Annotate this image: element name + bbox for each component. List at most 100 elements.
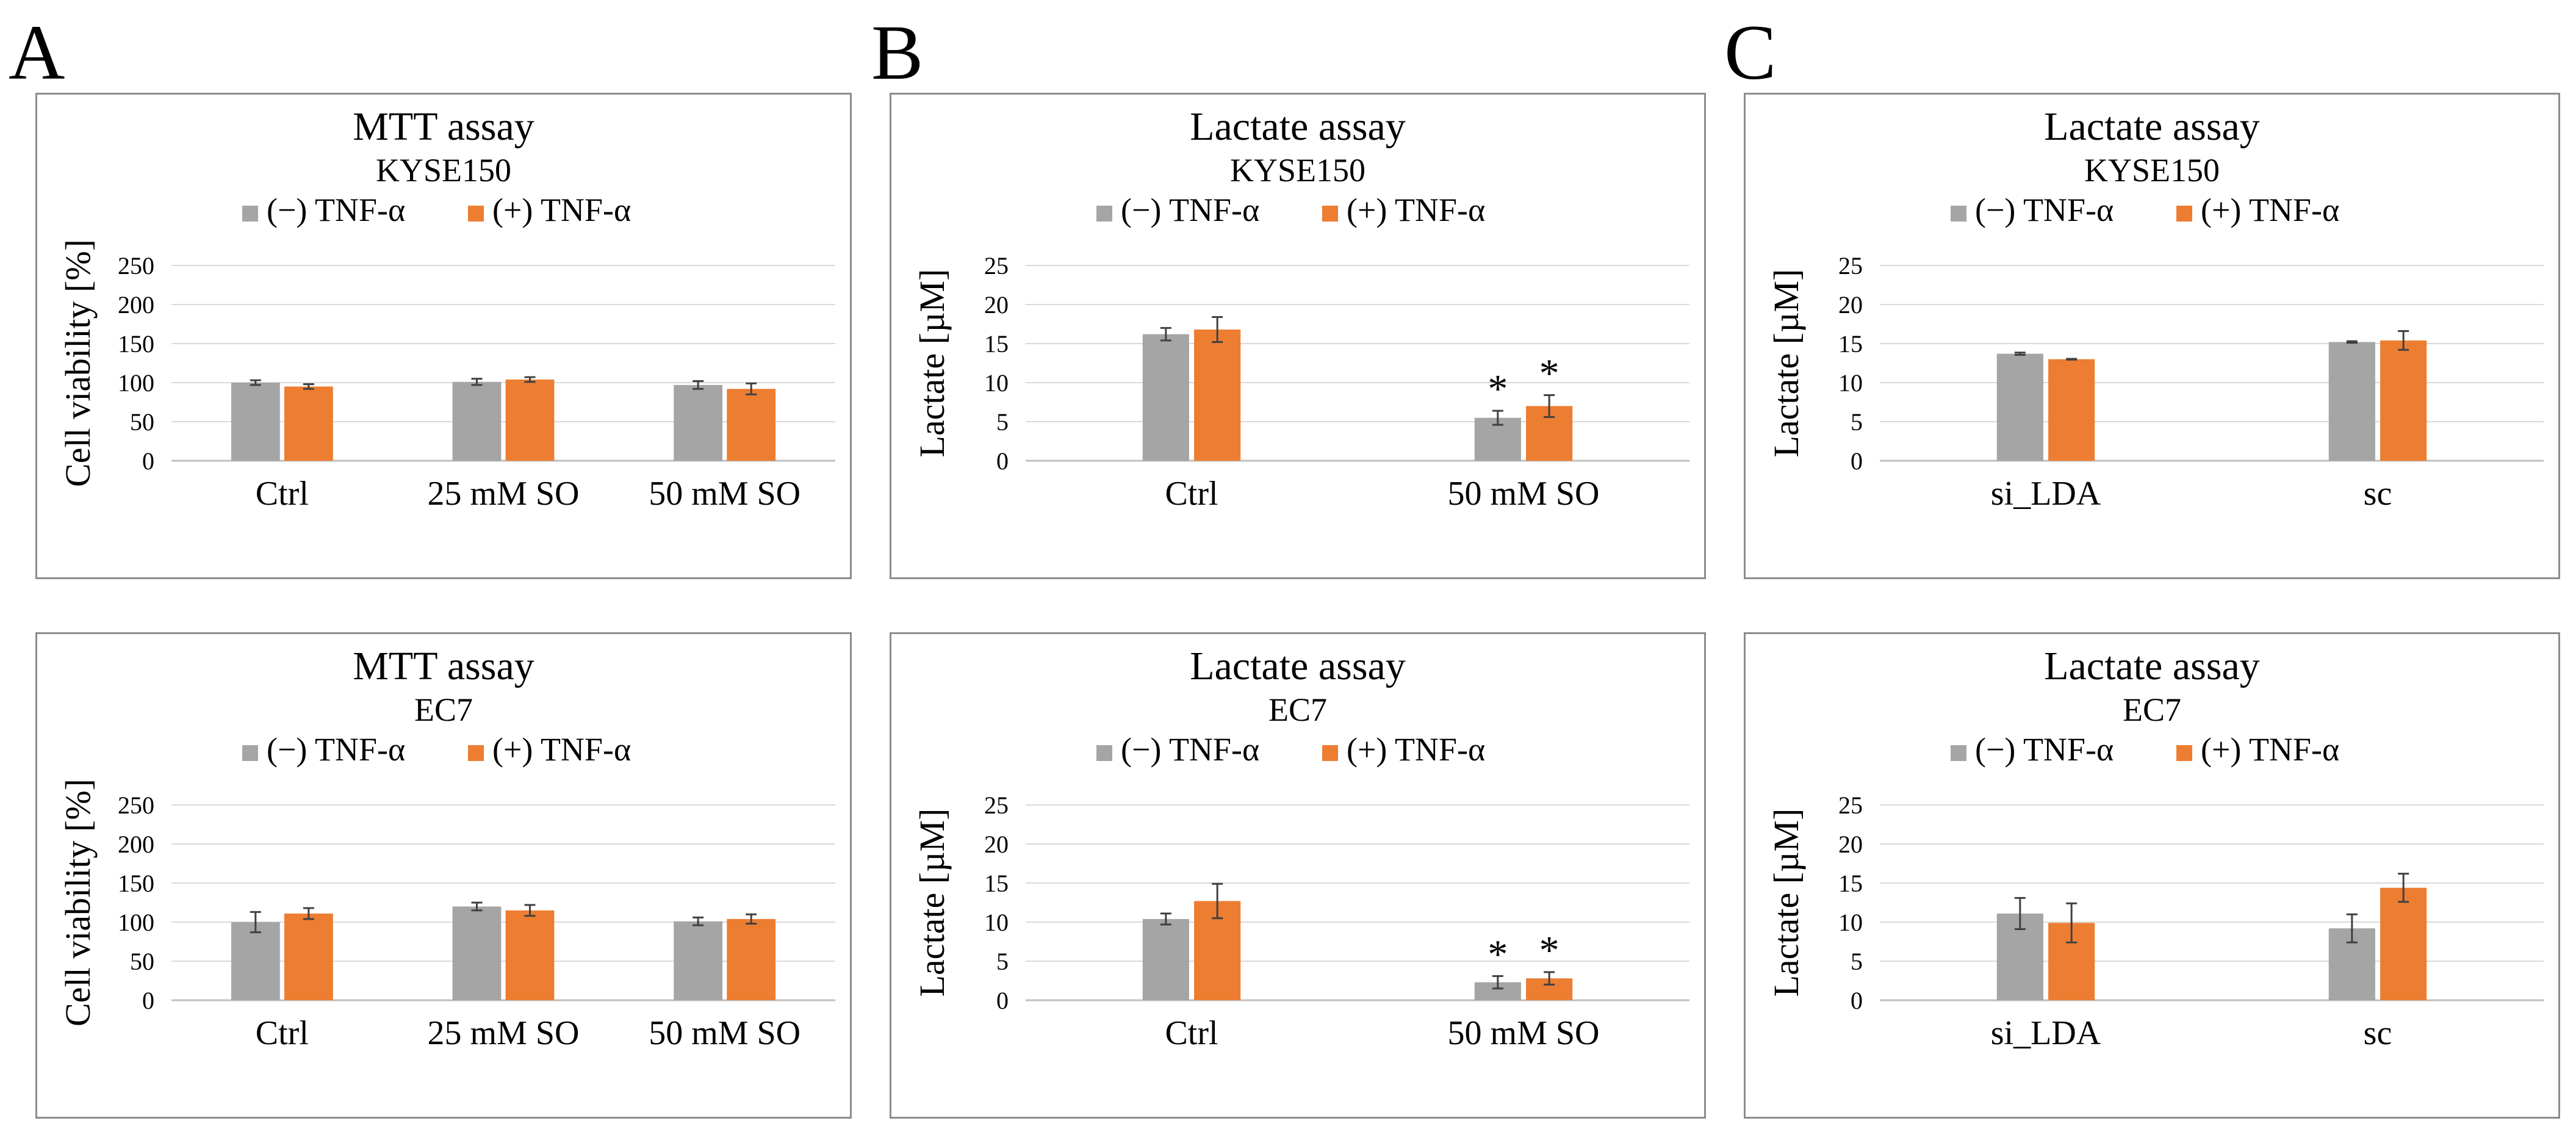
y-tick-label: 10 bbox=[1838, 369, 1863, 397]
x-tick-label: si_LDA bbox=[1991, 475, 2101, 513]
y-tick-label: 200 bbox=[118, 291, 154, 319]
y-tick-label: 250 bbox=[118, 252, 154, 280]
legend-label-0: (−) TNF-α bbox=[1975, 731, 2114, 768]
x-tick-label: Ctrl bbox=[256, 475, 309, 513]
bar-series0-1 bbox=[2328, 342, 2375, 461]
y-tick-label: 25 bbox=[1838, 252, 1863, 280]
legend-label-1: (+) TNF-α bbox=[492, 192, 631, 228]
y-tick-label: 15 bbox=[1838, 330, 1863, 358]
y-axis-label: Cell viability [%] bbox=[58, 239, 98, 487]
bar-series1-1 bbox=[505, 910, 555, 1000]
y-tick-label: 20 bbox=[984, 291, 1009, 319]
x-tick-label: Ctrl bbox=[1165, 1014, 1218, 1052]
y-axis-label: Lactate [µM] bbox=[1766, 809, 1806, 997]
y-axis-label: Lactate [µM] bbox=[912, 269, 952, 458]
chart-b-ec7: Lactate assay EC7 (−) TNF-α (+) TNF-α 0 5 10 15… bbox=[890, 632, 1706, 1119]
legend-swatch-0 bbox=[1951, 206, 1966, 222]
y-tick-label: 100 bbox=[118, 909, 154, 936]
bar-series1-0 bbox=[284, 386, 333, 461]
bar-series0-2 bbox=[674, 921, 723, 1000]
y-tick-label: 0 bbox=[996, 987, 1009, 1014]
bar-series1-0 bbox=[1194, 329, 1241, 461]
y-tick-label: 0 bbox=[996, 447, 1009, 475]
x-tick-label: sc bbox=[2364, 475, 2392, 513]
y-tick-label: 0 bbox=[1851, 987, 1863, 1014]
bar-series0-0 bbox=[231, 383, 280, 461]
chart-a-kyse150: MTT assay KYSE150 (−) TNF-α (+) TNF-α 0 50 100… bbox=[35, 93, 852, 579]
x-tick-label: 50 mM SO bbox=[1448, 1014, 1600, 1052]
y-tick-label: 15 bbox=[984, 330, 1009, 358]
y-tick-label: 50 bbox=[130, 948, 154, 975]
bar-series0-0 bbox=[1142, 918, 1189, 1000]
significance-star: * bbox=[1539, 351, 1560, 395]
y-tick-label: 50 bbox=[130, 408, 154, 436]
x-tick-label: Ctrl bbox=[1165, 475, 1218, 513]
bar-series0-0 bbox=[1142, 334, 1189, 461]
legend-label-1: (+) TNF-α bbox=[492, 731, 631, 768]
legend-label-1: (+) TNF-α bbox=[1347, 731, 1485, 768]
y-tick-label: 150 bbox=[118, 870, 154, 897]
legend-label-0: (−) TNF-α bbox=[1121, 192, 1259, 228]
y-tick-label: 15 bbox=[984, 870, 1009, 897]
legend-label-1: (+) TNF-α bbox=[2201, 192, 2339, 228]
chart-title: MTT assay bbox=[353, 104, 534, 149]
legend-label-1: (+) TNF-α bbox=[1347, 192, 1485, 228]
x-tick-label: 50 mM SO bbox=[649, 475, 801, 513]
bar-series1-0 bbox=[284, 913, 333, 1000]
y-tick-label: 5 bbox=[1851, 408, 1863, 436]
chart-a-ec7: MTT assay EC7 (−) TNF-α (+) TNF-α 0 50 100 150 2… bbox=[35, 632, 852, 1119]
y-tick-label: 150 bbox=[118, 330, 154, 358]
bar-series1-2 bbox=[727, 918, 776, 1000]
panel-label-b: B bbox=[871, 9, 924, 96]
y-axis-label: Lactate [µM] bbox=[1766, 269, 1806, 458]
significance-star: * bbox=[1539, 928, 1560, 973]
chart-title: Lactate assay bbox=[1190, 104, 1406, 149]
y-tick-label: 0 bbox=[142, 987, 154, 1014]
chart-subtitle: EC7 bbox=[414, 691, 473, 728]
x-tick-label: si_LDA bbox=[1991, 1014, 2101, 1052]
x-tick-label: Ctrl bbox=[256, 1014, 309, 1052]
y-tick-label: 10 bbox=[984, 369, 1009, 397]
legend-label-0: (−) TNF-α bbox=[1121, 731, 1259, 768]
legend-swatch-1 bbox=[468, 206, 484, 222]
y-tick-label: 250 bbox=[118, 792, 154, 819]
bar-series0-1 bbox=[452, 381, 502, 461]
legend-swatch-0 bbox=[1096, 745, 1112, 761]
bar-series1-1 bbox=[505, 379, 555, 461]
chart-subtitle: EC7 bbox=[2123, 691, 2181, 728]
significance-star: * bbox=[1488, 367, 1508, 411]
x-tick-label: 25 mM SO bbox=[428, 1014, 580, 1052]
panel-label-c: C bbox=[1724, 9, 1777, 96]
bar-series1-1 bbox=[2380, 340, 2427, 461]
chart-title: Lactate assay bbox=[1190, 644, 1406, 688]
legend-swatch-0 bbox=[1096, 206, 1112, 222]
legend-label-1: (+) TNF-α bbox=[2201, 731, 2339, 768]
legend-swatch-1 bbox=[2176, 206, 2192, 222]
legend-label-0: (−) TNF-α bbox=[1975, 192, 2114, 228]
chart-c-ec7: Lactate assay EC7 (−) TNF-α (+) TNF-α 0 5 10 15… bbox=[1744, 632, 2560, 1119]
panel-label-a: A bbox=[9, 9, 65, 96]
significance-star: * bbox=[1488, 932, 1508, 976]
legend-swatch-1 bbox=[1322, 206, 1338, 222]
y-tick-label: 25 bbox=[1838, 792, 1863, 819]
chart-subtitle: EC7 bbox=[1268, 691, 1327, 728]
bar-series0-2 bbox=[674, 384, 723, 461]
y-tick-label: 100 bbox=[118, 369, 154, 397]
chart-subtitle: KYSE150 bbox=[376, 152, 511, 189]
y-tick-label: 20 bbox=[984, 831, 1009, 858]
x-tick-label: 50 mM SO bbox=[649, 1014, 801, 1052]
chart-c-kyse150: Lactate assay KYSE150 (−) TNF-α (+) TNF-α 0 5… bbox=[1744, 93, 2560, 579]
y-axis-label: Lactate [µM] bbox=[912, 809, 952, 997]
bar-series1-2 bbox=[727, 389, 776, 461]
bar-series0-0 bbox=[231, 922, 280, 1000]
y-tick-label: 5 bbox=[1851, 948, 1863, 975]
chart-title: Lactate assay bbox=[2044, 644, 2260, 688]
legend-swatch-1 bbox=[1322, 745, 1338, 761]
legend-swatch-0 bbox=[242, 745, 258, 761]
